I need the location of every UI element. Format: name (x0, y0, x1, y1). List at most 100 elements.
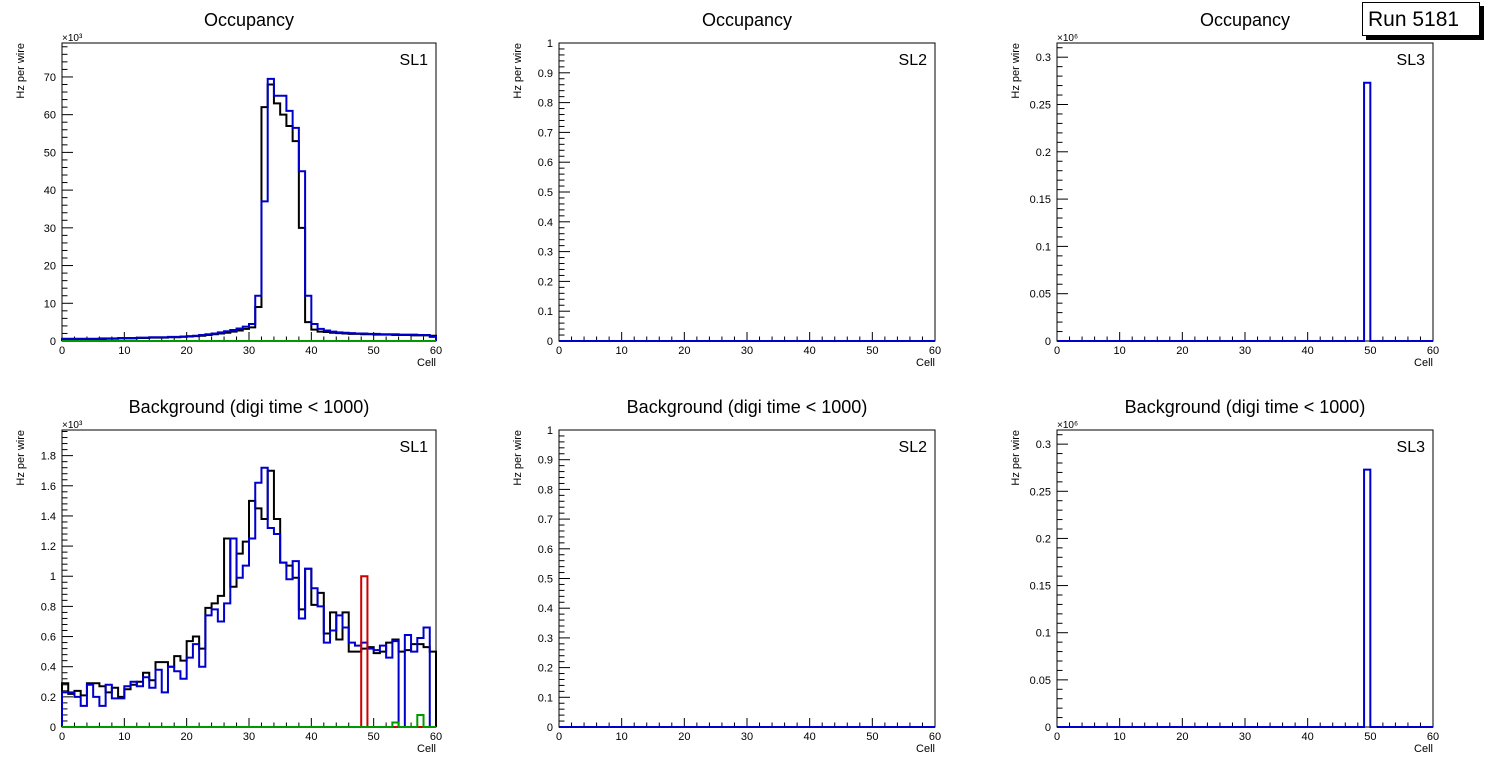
x-tick-label: 0 (1054, 731, 1060, 743)
histogram-series-0 (61, 83, 437, 341)
chart-panel-3: Background (digi time < 1000) SL1 Hz per w… (15, 397, 442, 755)
x-tick-label: 20 (678, 731, 690, 743)
y-tick-label: 0.3 (1036, 439, 1051, 451)
x-tick-label: 50 (1364, 345, 1376, 357)
y-tick-label: 1 (547, 425, 553, 437)
chart-title: Background (digi time < 1000) (1125, 397, 1366, 417)
x-tick-label: 40 (1302, 345, 1314, 357)
y-tick-label: 1.6 (41, 481, 56, 493)
y-tick-label: 20 (44, 261, 56, 273)
x-tick-label: 20 (181, 345, 193, 357)
x-tick-label: 60 (1427, 345, 1439, 357)
y-tick-label: 0.4 (538, 603, 553, 615)
y-axis-label: Hz per wire (512, 430, 524, 486)
y-tick-label: 0.25 (1030, 99, 1051, 111)
y-tick-label: 0.1 (538, 692, 553, 704)
y-axis-label: Hz per wire (1010, 43, 1022, 99)
x-tick-label: 10 (1114, 731, 1126, 743)
histogram-series-1 (61, 77, 437, 341)
superlayer-label: SL1 (400, 439, 429, 456)
chart-panel-5: Background (digi time < 1000) SL3 Hz per w… (1010, 397, 1439, 755)
superlayer-label: SL2 (899, 439, 928, 456)
plot-frame (558, 429, 936, 728)
x-axis-label: Cell (1414, 743, 1433, 755)
y-exponent-label: ×10³ (62, 33, 83, 44)
x-tick-label: 10 (118, 731, 130, 743)
y-tick-label: 0 (547, 722, 553, 734)
x-tick-label: 60 (929, 345, 941, 357)
histogram-series-3 (62, 713, 436, 728)
y-tick-label: 10 (44, 298, 56, 310)
chart-title: Occupancy (702, 10, 792, 30)
plot-frame (61, 42, 437, 342)
y-tick-label: 0.4 (41, 662, 56, 674)
y-tick-label: 0.1 (538, 306, 553, 318)
x-tick-label: 20 (678, 345, 690, 357)
y-tick-label: 70 (44, 72, 56, 84)
x-tick-label: 10 (1114, 345, 1126, 357)
y-tick-label: 0.1 (1036, 241, 1051, 253)
y-tick-label: 1.8 (41, 451, 56, 463)
x-tick-label: 50 (866, 345, 878, 357)
chart-title: Occupancy (204, 10, 294, 30)
run-label-box: Run 5181 (1362, 2, 1480, 36)
x-tick-label: 0 (59, 345, 65, 357)
y-tick-label: 0.2 (1036, 533, 1051, 545)
histogram-series-0 (61, 469, 437, 727)
y-tick-label: 0 (547, 336, 553, 348)
superlayer-label: SL3 (1397, 439, 1426, 456)
y-tick-label: 0.15 (1030, 581, 1051, 593)
chart-panel-4: Background (digi time < 1000) SL2 Hz per w… (512, 397, 941, 755)
chart-title: Background (digi time < 1000) (627, 397, 868, 417)
x-tick-label: 60 (1427, 731, 1439, 743)
x-tick-label: 50 (368, 345, 380, 357)
y-tick-label: 0.7 (538, 127, 553, 139)
y-tick-label: 1.2 (41, 541, 56, 553)
y-tick-label: 0.15 (1030, 194, 1051, 206)
x-tick-label: 30 (243, 345, 255, 357)
y-tick-label: 0.2 (41, 692, 56, 704)
y-tick-label: 0.05 (1030, 289, 1051, 301)
superlayer-label: SL3 (1397, 52, 1426, 69)
plot-frame (1056, 42, 1434, 342)
histogram-series-0 (1057, 468, 1433, 728)
y-tick-label: 0.3 (1036, 52, 1051, 64)
chart-panel-2: Occupancy SL3 Hz per wire Cell ×10⁶ 0 10 20 30 40… (1010, 10, 1439, 369)
y-tick-label: 1 (547, 38, 553, 50)
x-tick-label: 0 (1054, 345, 1060, 357)
y-axis-label: Hz per wire (15, 430, 27, 486)
superlayer-label: SL2 (899, 52, 928, 69)
x-tick-label: 0 (556, 731, 562, 743)
y-tick-label: 0.2 (1036, 147, 1051, 159)
y-tick-label: 0 (50, 722, 56, 734)
y-tick-label: 0.8 (538, 98, 553, 110)
x-tick-label: 60 (430, 731, 442, 743)
chart-panel-0: Occupancy SL1 Hz per wire Cell ×10³ 0 10 20 30 40… (15, 10, 442, 369)
x-axis-label: Cell (916, 743, 935, 755)
x-tick-label: 40 (804, 731, 816, 743)
y-tick-label: 1.4 (41, 511, 56, 523)
y-exponent-label: ×10⁶ (1057, 33, 1078, 44)
y-tick-label: 0.3 (538, 247, 553, 259)
histogram-series-1 (61, 466, 436, 728)
chart-title: Occupancy (1200, 10, 1290, 30)
run-label: Run 5181 (1368, 8, 1460, 31)
x-tick-label: 60 (929, 731, 941, 743)
y-tick-label: 0.6 (538, 544, 553, 556)
plot-frame (1056, 429, 1434, 728)
y-exponent-label: ×10³ (62, 420, 83, 431)
x-axis-label: Cell (417, 743, 436, 755)
y-tick-label: 0.9 (538, 455, 553, 467)
y-tick-label: 0.8 (538, 484, 553, 496)
y-tick-label: 1 (50, 571, 56, 583)
superlayer-label: SL1 (400, 52, 429, 69)
y-tick-label: 60 (44, 110, 56, 122)
x-tick-label: 20 (181, 731, 193, 743)
x-tick-label: 30 (741, 345, 753, 357)
y-exponent-label: ×10⁶ (1057, 420, 1078, 431)
y-tick-label: 0.3 (538, 633, 553, 645)
plot-frame (61, 429, 437, 728)
y-tick-label: 0.5 (538, 187, 553, 199)
